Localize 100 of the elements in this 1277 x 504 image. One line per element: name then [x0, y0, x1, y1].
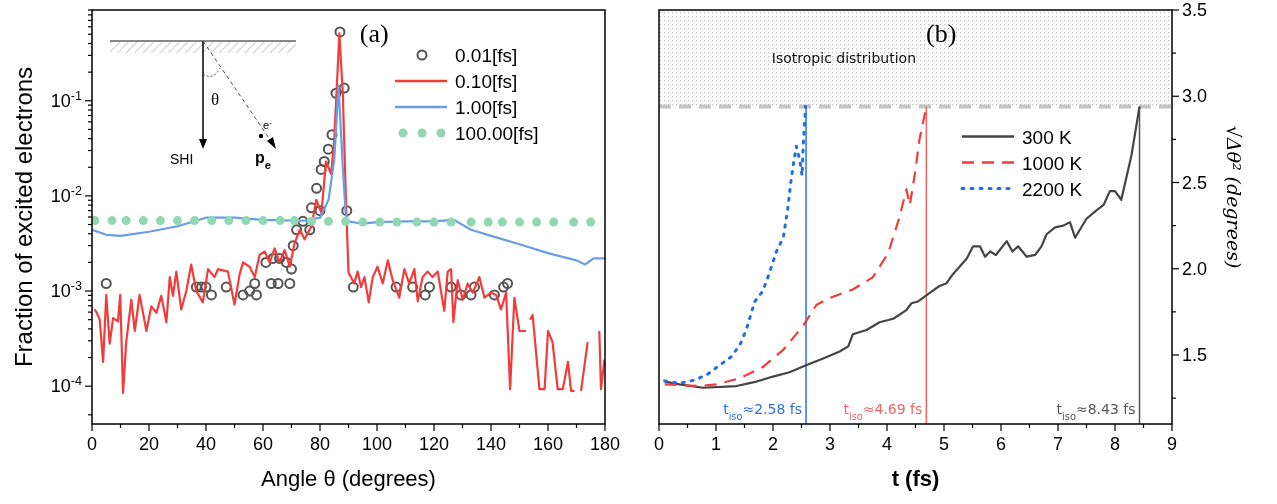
point	[586, 217, 596, 227]
point	[446, 217, 456, 227]
point	[267, 252, 279, 264]
y2-tick-label: 3.5	[1182, 0, 1208, 20]
x-tick-label: 80	[309, 434, 331, 454]
point	[275, 216, 285, 226]
legend-label: 2200 K	[1022, 178, 1083, 200]
point	[318, 155, 330, 167]
point	[286, 263, 297, 275]
annotation: SHI	[170, 151, 194, 167]
point	[272, 277, 284, 289]
point	[274, 252, 286, 264]
point	[311, 182, 323, 194]
point	[314, 205, 326, 217]
point	[200, 281, 212, 293]
point	[195, 281, 207, 293]
x-tick-label: 2	[767, 434, 779, 454]
x-tick-label: 120	[418, 434, 450, 454]
point	[347, 281, 359, 293]
point	[297, 215, 309, 227]
point	[549, 217, 559, 227]
point	[466, 217, 476, 227]
point	[497, 217, 507, 227]
legend-label: 1.00[fs]	[455, 97, 518, 118]
point	[515, 217, 524, 227]
y-tick-label: 10$^{-2}$	[50, 183, 82, 206]
point	[468, 281, 480, 293]
point	[190, 281, 202, 293]
x-tick-label: 100	[361, 434, 393, 454]
point	[224, 216, 234, 226]
y2-axis-title: √Δθ² (degrees)	[1223, 125, 1245, 269]
point	[289, 216, 299, 226]
point	[338, 82, 350, 94]
point	[465, 289, 477, 301]
point	[173, 216, 182, 226]
annotation: θ	[211, 90, 220, 109]
x-tick-label: 180	[589, 434, 621, 454]
x-tick-label: 9	[1166, 434, 1178, 454]
point	[322, 143, 334, 155]
point	[390, 281, 402, 293]
point	[341, 216, 351, 226]
point	[324, 216, 334, 226]
y2-tick-label: 1.5	[1182, 345, 1208, 365]
point	[205, 289, 217, 301]
x-tick-label: 0	[86, 434, 98, 454]
point	[284, 277, 296, 289]
x-tick-label: 8	[1109, 434, 1121, 454]
point	[502, 277, 514, 289]
legend-label: 1000 K	[1022, 152, 1083, 174]
legend-label: 0.01[fs]	[455, 45, 518, 66]
legend-label: 0.10[fs]	[455, 71, 518, 92]
point	[483, 217, 493, 227]
x-tick-label: 7	[1052, 434, 1064, 454]
x-tick-label: 140	[475, 434, 507, 454]
x-tick-label: 40	[195, 434, 217, 454]
point	[375, 217, 385, 227]
x-axis-title: Angle θ (degrees)	[261, 466, 436, 491]
point	[260, 256, 272, 268]
x-tick-label: 1	[710, 434, 722, 454]
point	[341, 205, 353, 217]
point	[121, 216, 131, 226]
point	[138, 216, 148, 226]
point	[423, 281, 435, 293]
point	[155, 216, 165, 226]
point	[498, 281, 510, 293]
x-tick-label: 0	[653, 434, 665, 454]
chart-title: (a)	[359, 19, 389, 48]
x-axis-title: t (fs)	[891, 466, 940, 491]
point	[265, 277, 277, 289]
y2-tick-label: 2.5	[1182, 172, 1208, 193]
point	[291, 224, 303, 236]
x-tick-label: 3	[824, 434, 836, 454]
x-tick-label: 160	[532, 434, 564, 454]
point	[258, 216, 268, 226]
point	[488, 289, 500, 301]
legend-label: 100.00[fs]	[455, 123, 539, 144]
point	[392, 217, 402, 227]
point	[305, 202, 317, 214]
y-tick-label: 10$^{-4}$	[50, 374, 82, 397]
annotation: e$^{-}$	[263, 117, 273, 131]
y-tick-label: 10$^{-1}$	[50, 88, 82, 111]
point	[250, 289, 262, 301]
point	[107, 216, 117, 226]
x-tick-label: 4	[881, 434, 893, 454]
point	[237, 289, 249, 301]
point	[429, 217, 439, 227]
point	[244, 285, 256, 297]
point	[358, 217, 368, 227]
annotation: p$_{e}$	[255, 149, 272, 171]
point	[241, 216, 251, 226]
point	[280, 256, 292, 268]
legend-label: 300 K	[1022, 126, 1072, 148]
x-tick-label: 60	[252, 434, 274, 454]
point	[287, 240, 299, 252]
ref-line-label: t$_{iso}$≈2.58 fs	[723, 401, 803, 422]
band-label: Isotropic distribution	[771, 50, 917, 67]
point	[207, 216, 217, 226]
x-tick-label: 6	[995, 434, 1007, 454]
point	[569, 217, 579, 227]
ref-line-label: t$_{iso}$≈4.69 fs	[843, 401, 923, 422]
